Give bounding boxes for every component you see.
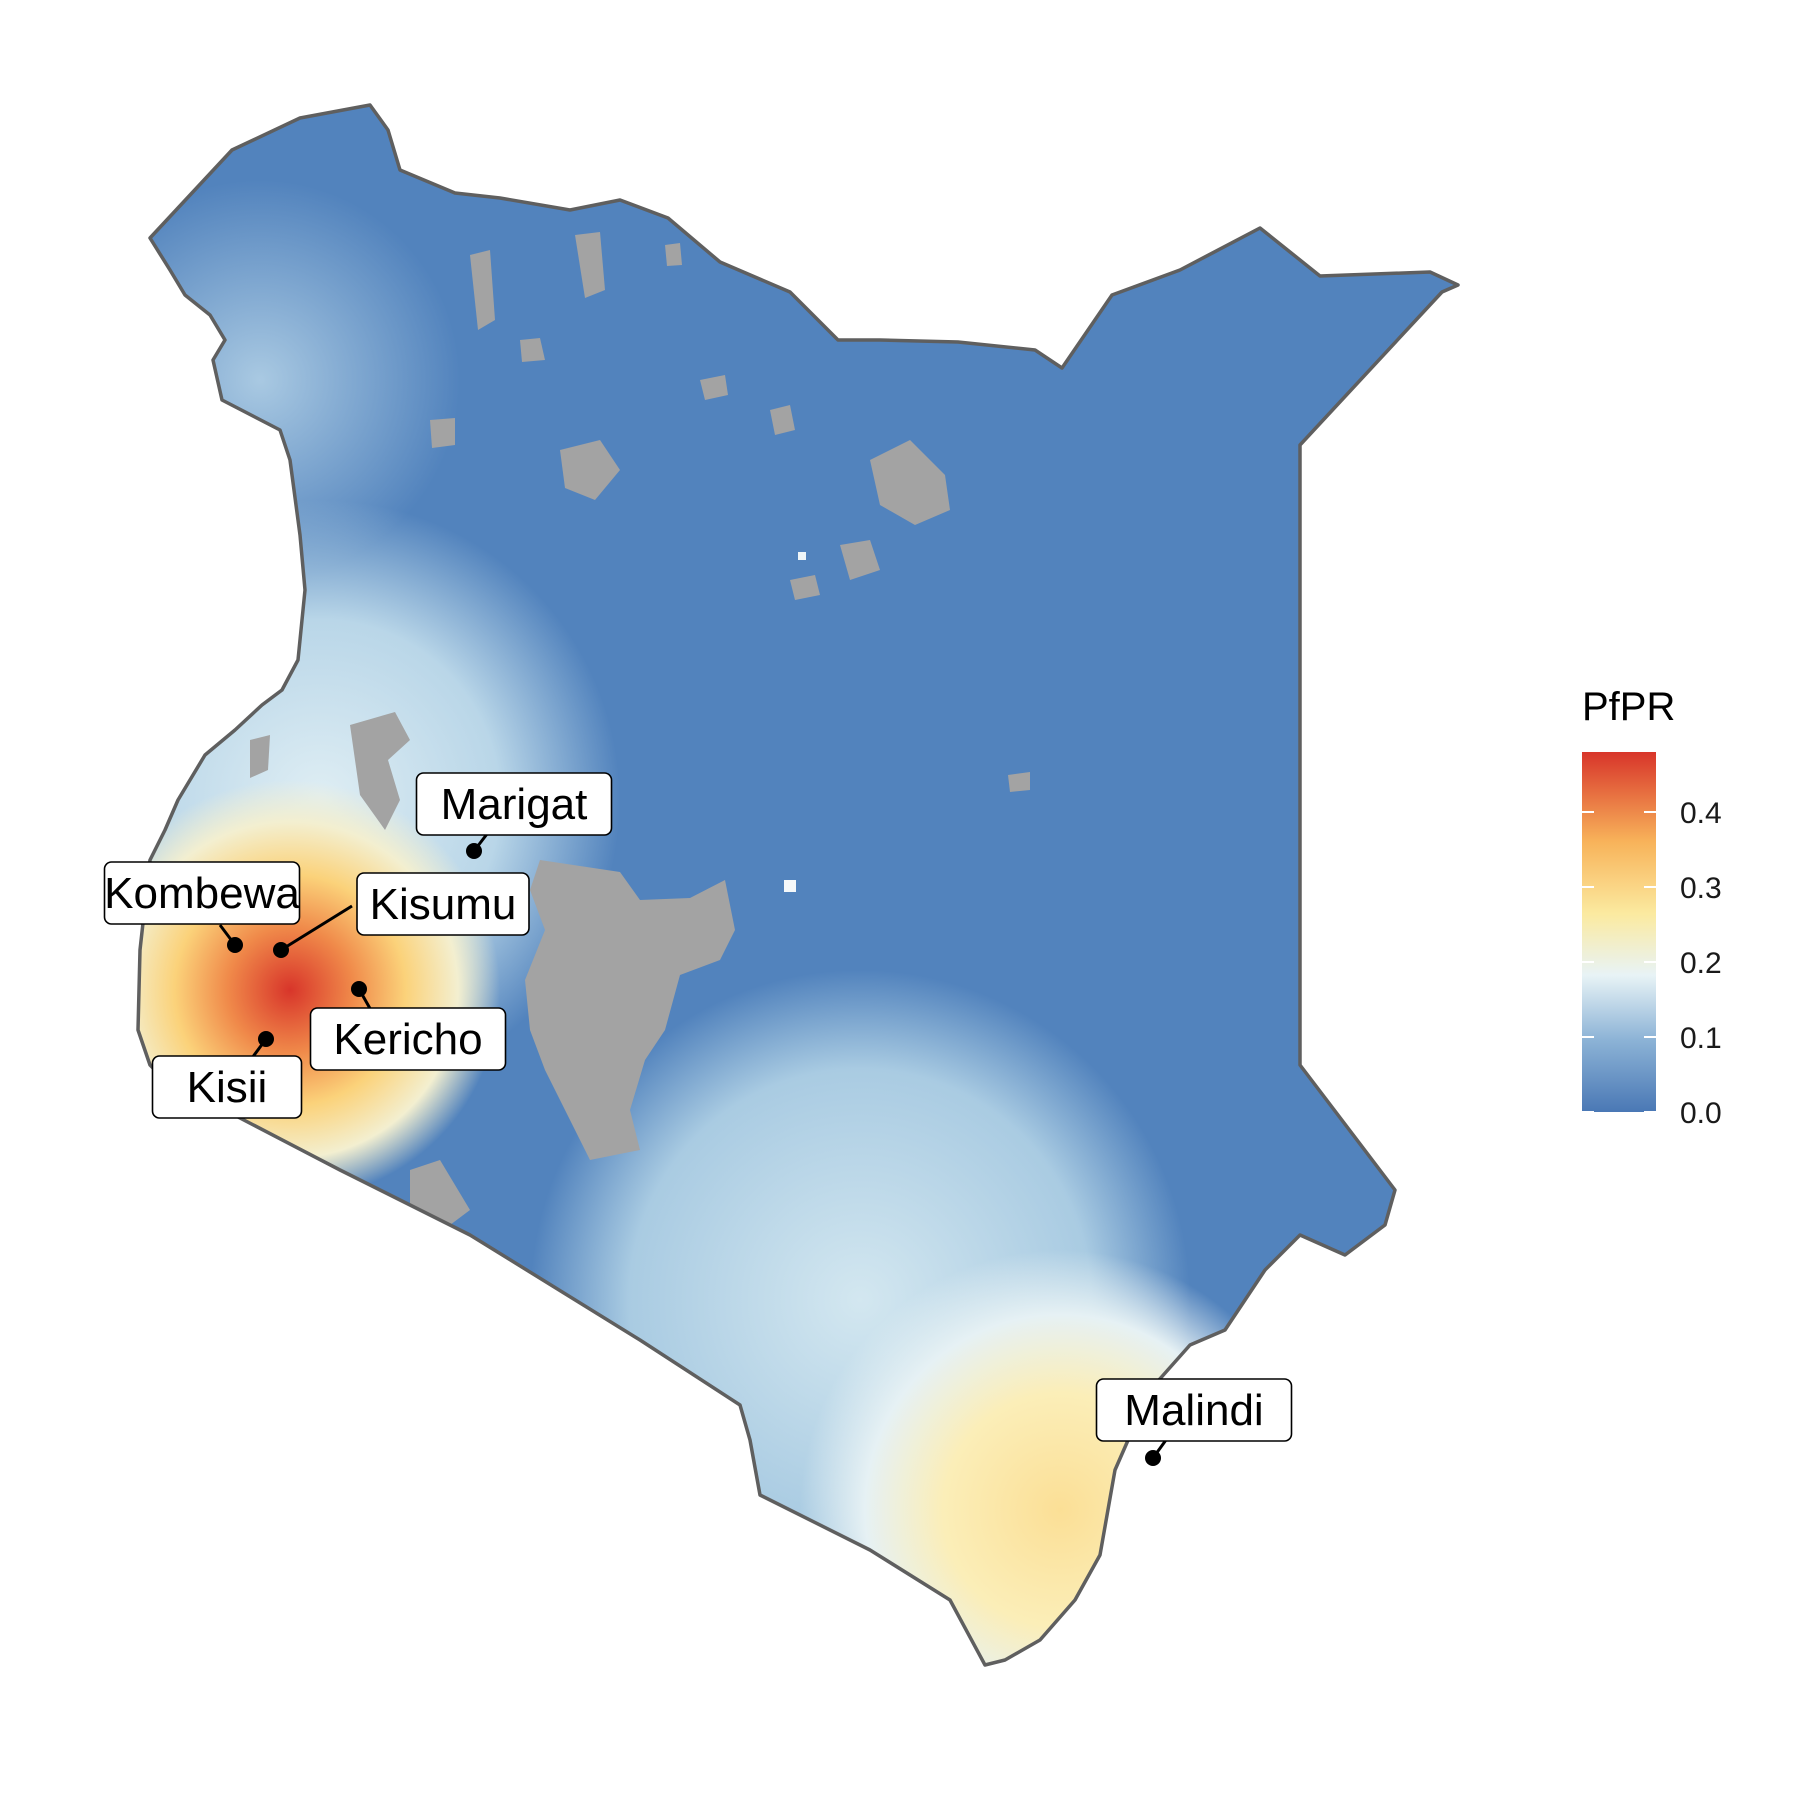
legend-tick-label: 0.1 xyxy=(1680,1022,1722,1055)
site-label-box xyxy=(415,772,613,836)
site-label-text: Kericho xyxy=(333,1015,482,1064)
site-point xyxy=(1145,1450,1161,1466)
legend-ticks: 0.0 0.1 0.2 0.3 0.4 xyxy=(1582,797,1722,1130)
site-label-text: Marigat xyxy=(441,780,588,829)
site-point xyxy=(466,843,482,859)
site-label-box xyxy=(151,1055,303,1119)
legend-tick-label: 0.0 xyxy=(1680,1097,1722,1130)
site-point xyxy=(227,937,243,953)
legend-tick-label: 0.2 xyxy=(1680,947,1722,980)
site-label-text: Kombewa xyxy=(104,869,300,918)
site-label-text: Kisii xyxy=(187,1063,268,1112)
site-label-box xyxy=(1095,1378,1293,1442)
legend-title: PfPR xyxy=(1582,685,1675,729)
site-marker-kericho: Kericho xyxy=(309,981,507,1071)
site-label-text: Kisumu xyxy=(370,880,517,929)
legend: PfPR 0.0 0.1 0.2 0.3 0.4 xyxy=(1582,685,1722,1130)
site-marker-kisii: Kisii xyxy=(151,1031,303,1119)
site-label-text: Malindi xyxy=(1124,1386,1263,1435)
site-marker-kombewa: Kombewa xyxy=(103,861,301,953)
legend-tick-label: 0.3 xyxy=(1680,872,1722,905)
site-point xyxy=(273,942,289,958)
site-point xyxy=(258,1031,274,1047)
kenya-outline xyxy=(136,103,1460,1667)
legend-tick-label: 0.4 xyxy=(1680,797,1722,830)
site-point xyxy=(351,981,367,997)
legend-colorbar xyxy=(1582,752,1656,1112)
site-marker-marigat: Marigat xyxy=(415,772,613,859)
missing-data-areas xyxy=(250,232,1030,1240)
site-label-box xyxy=(309,1007,507,1071)
site-label-box xyxy=(103,861,301,925)
site-label-box xyxy=(356,872,530,936)
leader-line xyxy=(280,904,353,952)
site-marker-kisumu: Kisumu xyxy=(273,872,530,958)
site-labels: Marigat Kombewa Kisumu Kericho Kisii Malindi xyxy=(103,772,1293,1466)
site-marker-malindi: Malindi xyxy=(1095,1378,1293,1466)
